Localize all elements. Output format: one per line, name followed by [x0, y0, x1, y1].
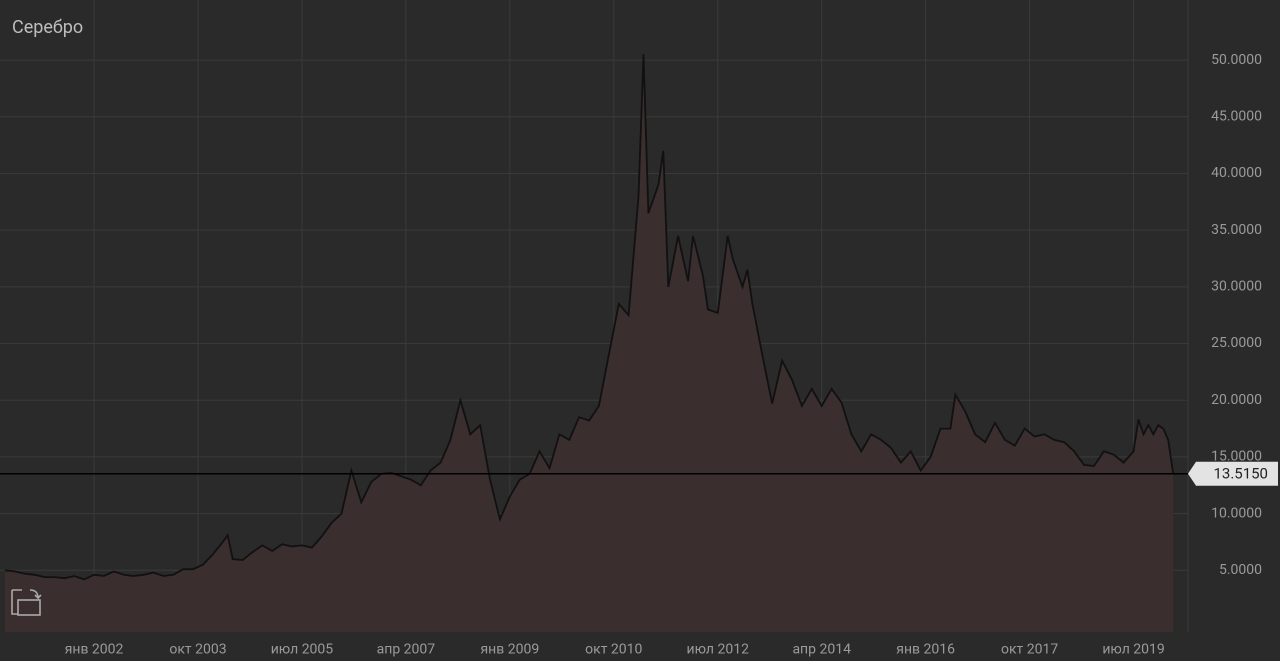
x-tick-label: окт 2003 — [169, 642, 226, 658]
x-tick-label: июл 2005 — [271, 642, 334, 658]
y-tick-label: 40.0000 — [1211, 165, 1262, 181]
x-tick-label: июл 2019 — [1102, 642, 1164, 658]
icon-part — [29, 589, 42, 600]
x-tick-label: окт 2010 — [585, 642, 642, 658]
current-price-label: 13.5150 — [1213, 465, 1268, 483]
y-tick-label: 5.0000 — [1219, 562, 1262, 578]
y-tick-label: 10.0000 — [1211, 505, 1262, 521]
y-tick-label: 35.0000 — [1211, 222, 1262, 238]
plot — [0, 54, 1188, 632]
x-tick-label: янв 2009 — [480, 642, 539, 658]
x-tick-label: янв 2002 — [65, 642, 124, 658]
x-tick-label: окт 2017 — [1001, 642, 1058, 658]
y-tick-label: 25.0000 — [1211, 335, 1262, 351]
y-tick-label: 50.0000 — [1211, 52, 1262, 68]
y-tick-label: 15.0000 — [1211, 449, 1262, 465]
y-tick-label: 20.0000 — [1211, 392, 1262, 408]
y-tick-label: 30.0000 — [1211, 279, 1262, 295]
switch-icon[interactable] — [11, 589, 42, 616]
x-tick-label: янв 2016 — [896, 642, 955, 658]
x-tick-label: апр 2007 — [377, 642, 436, 658]
x-tick-label: апр 2014 — [792, 642, 851, 658]
price-line — [4, 54, 1175, 581]
y-tick-label: 45.0000 — [1211, 108, 1262, 124]
labels: 5.0000 10.0000 15.0000 20.0000 25.0000 30.000… — [65, 52, 1278, 658]
current-price-box — [1188, 461, 1278, 486]
chart-title: Серебро — [12, 17, 83, 38]
area-fill — [5, 54, 1174, 632]
icon-part — [11, 589, 22, 615]
icon-part — [17, 599, 41, 616]
x-tick-label: июл 2012 — [687, 642, 750, 658]
